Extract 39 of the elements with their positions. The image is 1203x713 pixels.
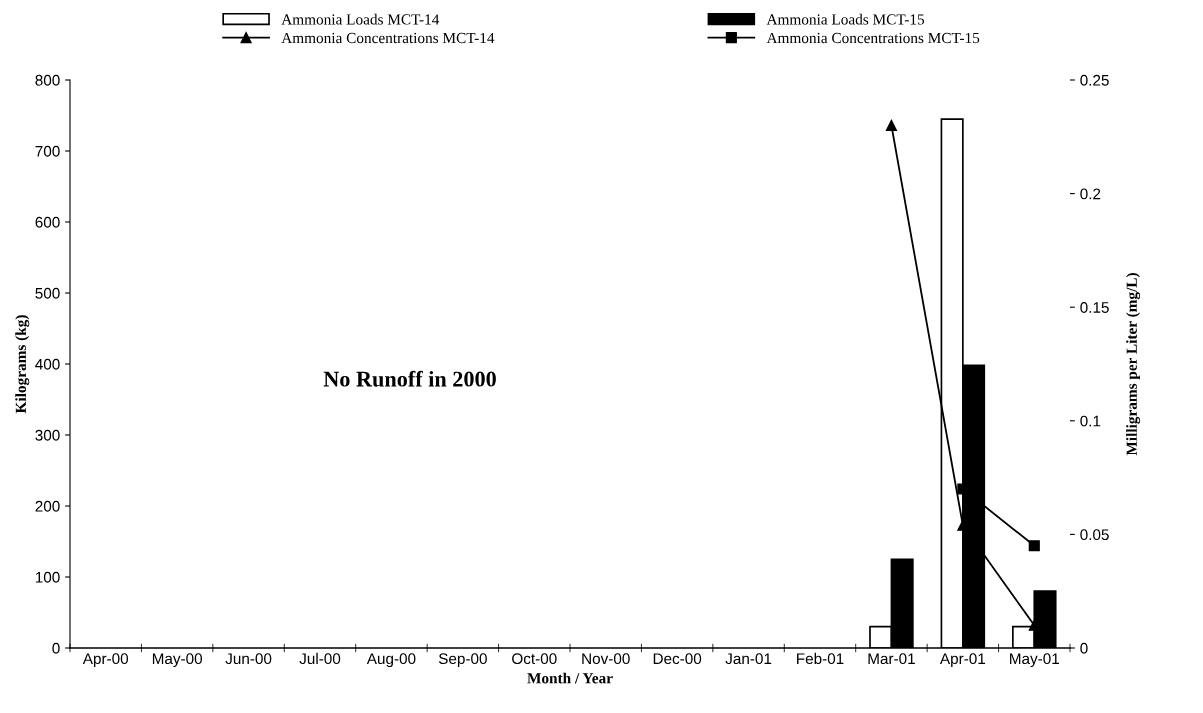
x-axis-title: Month / Year [527,672,613,684]
legend-label: Ammonia Concentrations MCT-14 [281,32,495,44]
y-tick-label: 500 [35,287,60,299]
y-axis-title: Kilograms (kg) [15,315,30,414]
x-tick-label: Jul-00 [299,652,341,665]
x-tick-label: Oct-00 [512,653,557,665]
y-tick-label: 700 [35,145,60,157]
point [1028,540,1040,552]
y-tick-label: 200 [35,500,60,512]
x-tick-label: Sep-00 [438,653,487,668]
y2-tick-label: 0.05 [1080,529,1109,541]
y-tick-label: 800 [35,74,60,86]
legend-label: Ammonia Loads MCT-14 [281,13,440,25]
y-tick-label: 600 [35,216,60,228]
x-tick-label: May-00 [152,653,203,668]
y2-tick-label: 0.15 [1080,302,1109,313]
x-tick-label: Jan-01 [725,653,772,665]
x-tick-label: Feb-01 [797,652,844,665]
y2-tick-label: 0.1 [1080,415,1101,427]
y2-axis-title: Milligrams per Liter (mg/L) [1126,273,1141,456]
x-tick-label: Aug-00 [366,653,416,668]
x-tick-label: Jun-00 [225,653,272,665]
y2-tick-label: 0.25 [1080,74,1109,86]
point [885,119,897,131]
y-tick-label: 400 [35,358,60,370]
annotation: No Runoff in 2000 [323,370,496,387]
x-tick-label: Mar-01 [868,653,915,665]
legend-label: Ammonia Concentrations MCT-15 [766,32,980,44]
y-tick-label: 0 [52,642,60,654]
x-tick-label: Nov-00 [582,653,630,665]
y-tick-label: 300 [35,429,60,441]
legend-label: Ammonia Loads MCT-15 [766,13,925,25]
x-tick-label: Apr-01 [939,653,986,668]
y2-tick-label: 0.2 [1080,188,1101,200]
y-tick-label: 100 [35,571,60,583]
x-tick-label: May-01 [1010,653,1060,668]
y2-tick-label: 0 [1080,642,1088,654]
x-tick-label: Apr-00 [82,653,129,668]
x-tick-label: Dec-00 [653,653,702,665]
